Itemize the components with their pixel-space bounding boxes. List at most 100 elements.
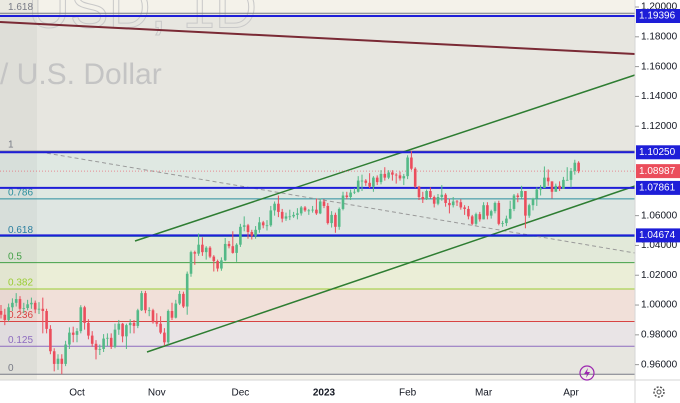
candle-body <box>345 195 349 198</box>
candle-body <box>64 344 67 364</box>
candle-body <box>429 191 432 198</box>
plot-background <box>0 0 635 380</box>
candle-body <box>451 201 455 206</box>
candle-body <box>292 214 295 217</box>
x-tick-label: 2023 <box>313 388 336 399</box>
candle-body <box>144 293 147 311</box>
candle-body <box>239 226 242 245</box>
candle-body <box>204 247 208 253</box>
candle-body <box>375 177 379 183</box>
level-label: 1.04674 <box>639 230 676 241</box>
candle-body <box>37 308 41 310</box>
candle-body <box>402 176 406 179</box>
candle-body <box>208 247 212 257</box>
trend-line-dashed <box>39 151 636 254</box>
alert-icon[interactable] <box>579 365 595 381</box>
x-tick-label: Oct <box>69 388 85 399</box>
fib-band <box>0 321 635 347</box>
candle-body <box>577 162 580 172</box>
candle-body <box>163 332 166 343</box>
y-tick-label: 1.02000 <box>641 270 678 281</box>
y-tick-label: 0.98000 <box>641 329 678 340</box>
candle-body <box>307 210 311 212</box>
candle-body <box>280 211 284 219</box>
candle-body <box>212 256 216 262</box>
candle-body <box>482 205 485 220</box>
candle-body <box>147 310 151 312</box>
candle-body <box>60 358 64 364</box>
candle-body <box>227 243 231 247</box>
fib-band <box>0 262 635 289</box>
candle-body <box>470 216 474 224</box>
candle-body <box>26 304 29 309</box>
candle-body <box>136 310 140 326</box>
fib-band <box>0 346 635 375</box>
candle-body <box>516 195 520 198</box>
candle-body <box>90 335 94 344</box>
candle-body <box>349 192 352 198</box>
candle-body <box>30 302 33 305</box>
candle-body <box>315 209 318 214</box>
candle-body <box>185 273 189 307</box>
candle-body <box>372 177 375 187</box>
candle-body <box>505 218 508 224</box>
candle-body <box>41 308 45 312</box>
candle-body <box>121 323 124 337</box>
candle-body <box>455 201 459 203</box>
range-shade <box>0 0 37 380</box>
candle-body <box>106 337 109 339</box>
candle-body <box>562 179 565 189</box>
level-badge <box>636 180 680 195</box>
candle-body <box>299 207 303 214</box>
candle-body <box>421 197 425 200</box>
candle-body <box>254 229 257 236</box>
candle-body <box>178 293 181 304</box>
time-axis <box>0 380 680 403</box>
candle-body <box>486 205 489 216</box>
settings-icon-center <box>656 389 662 395</box>
candle-body <box>334 214 337 227</box>
candle-body <box>558 185 561 189</box>
candle-body <box>265 225 269 227</box>
fib-band <box>0 236 635 263</box>
level-label: 1.10250 <box>639 147 676 158</box>
candle-body <box>341 195 345 209</box>
last-price-badge <box>636 164 680 179</box>
candle-body <box>391 172 394 175</box>
level-label: 1.19396 <box>639 11 676 22</box>
level-badge <box>636 228 680 243</box>
candle-body <box>493 202 497 212</box>
candle-body <box>235 244 238 253</box>
candle-body <box>197 244 200 254</box>
trend-line <box>0 21 636 55</box>
candle-body <box>318 201 322 214</box>
candle-body <box>459 202 463 208</box>
settings-icon[interactable] <box>653 386 665 398</box>
candle-body <box>543 177 546 189</box>
candle-body <box>478 214 482 220</box>
level-badge <box>636 145 680 160</box>
candle-body <box>296 213 299 215</box>
fib-label: 0.618 <box>8 225 33 236</box>
candle-body <box>398 175 402 179</box>
y-tick-label: 1.14000 <box>641 91 678 102</box>
candle-body <box>364 180 368 183</box>
fib-label: 0 <box>8 363 14 374</box>
candle-body <box>125 325 128 337</box>
fib-label: 0.5 <box>8 251 22 262</box>
candle-body <box>18 299 22 309</box>
candle-body <box>166 311 170 343</box>
candle-body <box>231 246 235 253</box>
candle-body <box>7 307 10 320</box>
fib-label: 1 <box>8 140 14 151</box>
candle-body <box>250 232 254 236</box>
candle-body <box>508 208 512 219</box>
candle-body <box>394 174 398 176</box>
x-tick-label: Mar <box>475 388 493 399</box>
candle-body <box>94 343 98 350</box>
candle-body <box>113 329 117 347</box>
candle-body <box>22 308 26 309</box>
candle-body <box>220 260 223 269</box>
candle-body <box>501 223 504 224</box>
